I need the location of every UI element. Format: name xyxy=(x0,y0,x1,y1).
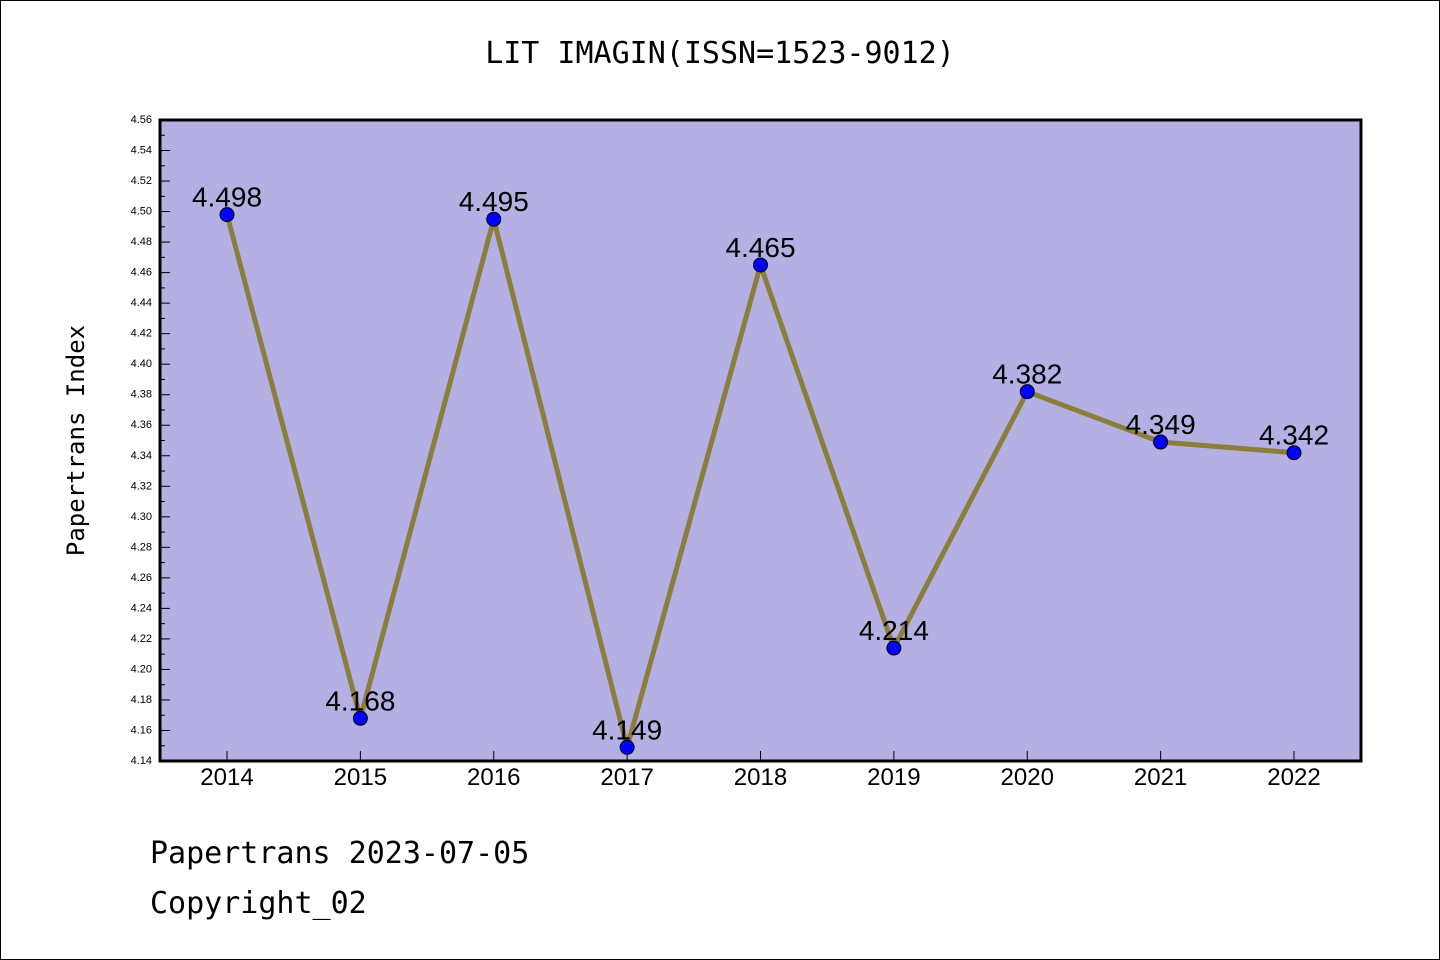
data-label: 4.214 xyxy=(859,615,929,646)
x-tick-label: 2020 xyxy=(1001,764,1054,791)
data-label: 4.349 xyxy=(1126,409,1196,440)
y-tick-label: 4.50 xyxy=(131,206,152,218)
data-label: 4.342 xyxy=(1259,420,1329,451)
data-point xyxy=(1153,434,1169,450)
y-tick-label: 4.44 xyxy=(131,297,152,309)
data-label: 4.149 xyxy=(592,714,662,745)
data-label: 4.465 xyxy=(725,232,795,263)
x-tick-label: 2022 xyxy=(1267,764,1320,791)
y-axis: 4.14 4.16 4.18 4.20 4.22 4.24 4.26 4.28 4.30 4.32… xyxy=(131,114,170,767)
footer-copyright: Copyright_02 xyxy=(150,886,367,921)
y-tick-label: 4.24 xyxy=(131,602,152,614)
data-point xyxy=(886,640,902,656)
y-tick-label: 4.46 xyxy=(131,267,152,279)
data-labels: 4.498 4.168 4.495 4.149 4.465 4.214 4.382 4.349… xyxy=(192,182,1329,746)
y-tick-label: 4.34 xyxy=(131,450,152,462)
x-tick-label: 2017 xyxy=(600,764,653,791)
y-tick-label: 4.32 xyxy=(131,480,152,492)
chart-title: LIT IMAGIN(ISSN=1523-9012) xyxy=(485,36,955,71)
y-tick-label: 4.18 xyxy=(131,694,152,706)
y-tick-label: 4.54 xyxy=(131,145,152,157)
data-label: 4.495 xyxy=(459,186,529,217)
y-tick-label: 4.52 xyxy=(131,175,152,187)
x-axis: 2014 2015 2016 2017 2018 2019 2020 2021 2022 xyxy=(200,751,1321,791)
plot-border xyxy=(158,118,1363,763)
data-label: 4.168 xyxy=(325,685,395,716)
y-tick-label: 4.26 xyxy=(131,572,152,584)
y-tick-label: 4.14 xyxy=(131,755,152,767)
y-tick-label: 4.48 xyxy=(131,236,152,248)
y-tick-label: 4.38 xyxy=(131,389,152,401)
y-tick-label: 4.36 xyxy=(131,419,152,431)
data-point xyxy=(219,207,235,223)
y-tick-label: 4.40 xyxy=(131,358,152,370)
x-tick-label: 2021 xyxy=(1134,764,1187,791)
x-tick-label: 2015 xyxy=(334,764,387,791)
y-tick-label: 4.30 xyxy=(131,511,152,523)
data-point xyxy=(1286,445,1302,461)
data-point xyxy=(619,739,635,755)
x-tick-label: 2016 xyxy=(467,764,520,791)
data-point xyxy=(753,257,768,273)
y-tick-label: 4.56 xyxy=(131,114,152,126)
data-label: 4.382 xyxy=(992,359,1062,390)
x-tick-label: 2014 xyxy=(200,764,253,791)
footer-date: Papertrans 2023-07-05 xyxy=(150,836,530,871)
y-tick-label: 4.42 xyxy=(131,328,152,340)
data-label: 4.498 xyxy=(192,182,262,213)
x-tick-label: 2019 xyxy=(867,764,920,791)
y-axis-label: Papertrans Index xyxy=(62,325,90,556)
data-point xyxy=(486,211,502,227)
series-markers xyxy=(219,207,1302,755)
data-point xyxy=(1019,384,1035,400)
data-point xyxy=(352,710,368,726)
y-tick-label: 4.22 xyxy=(131,633,152,645)
y-tick-label: 4.16 xyxy=(131,724,152,736)
y-tick-label: 4.20 xyxy=(131,663,152,675)
x-tick-label: 2018 xyxy=(734,764,787,791)
plot-area xyxy=(160,120,1361,761)
y-tick-label: 4.28 xyxy=(131,541,152,553)
